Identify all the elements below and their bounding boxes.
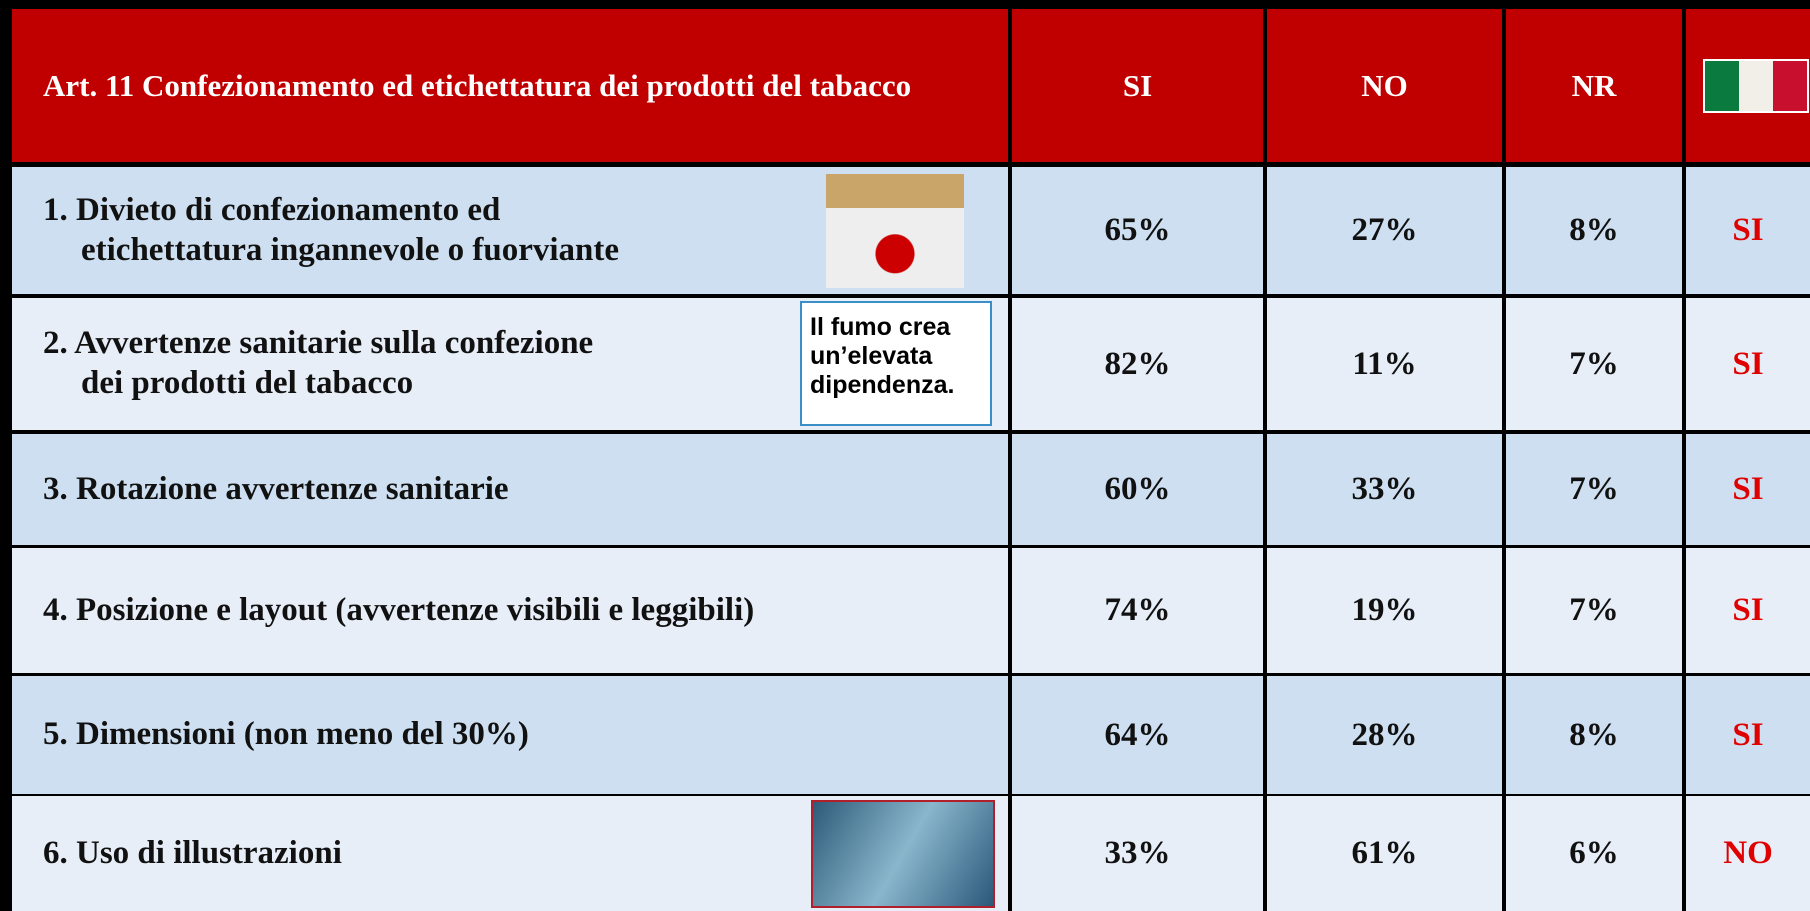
value-cell: 33% [1267, 434, 1502, 545]
row-label: 2. Avvertenze sanitarie sulla confezione [43, 325, 594, 362]
hands-image [811, 800, 995, 908]
column-header-text: SI [1122, 67, 1153, 103]
column-header-text: NO [1361, 67, 1408, 103]
value-cell: 60% [1012, 434, 1263, 545]
flag-cell [1686, 9, 1810, 162]
value-text: 74% [1104, 592, 1171, 628]
value-cell: 74% [1012, 548, 1263, 673]
column-header: NR [1506, 9, 1682, 162]
value-text: 8% [1569, 716, 1619, 753]
warning-text: Il fumo crea [810, 313, 951, 341]
row-label-cell: 5. Dimensioni (non meno del 30%) [12, 676, 1008, 794]
italy-answer: SI [1732, 592, 1764, 628]
italy-cell: NO [1686, 796, 1810, 911]
warning-text: un’elevata [810, 341, 933, 370]
column-header: SI [1012, 9, 1263, 162]
value-cell: 65% [1012, 167, 1263, 294]
italy-answer: NO [1723, 835, 1773, 871]
value-text: 7% [1569, 592, 1619, 628]
italy-cell: SI [1686, 167, 1810, 294]
value-cell: 28% [1267, 676, 1502, 794]
header-title-cell: Art. 11 Confezionamento ed etichettatura… [12, 9, 1008, 162]
column-header: NO [1267, 9, 1502, 162]
value-cell: 27% [1267, 167, 1502, 294]
italy-answer: SI [1732, 471, 1764, 507]
row-label: dei prodotti del tabacco [81, 365, 414, 401]
row-label: 6. Uso di illustrazioni [43, 834, 342, 871]
row-label-cell: 4. Posizione e layout (avvertenze visibi… [12, 548, 1008, 673]
italy-cell: SI [1686, 434, 1810, 545]
value-cell: 61% [1267, 796, 1502, 911]
warning-image: Il fumo crea un’elevata dipendenza. [800, 301, 992, 426]
value-cell: 7% [1506, 548, 1682, 673]
row-label: etichettatura ingannevole o fuorviante [81, 231, 620, 268]
value-text: 19% [1351, 592, 1418, 628]
italy-cell: SI [1686, 548, 1810, 673]
value-text: 82% [1104, 345, 1171, 382]
value-text: 28% [1351, 716, 1418, 753]
italy-answer: SI [1732, 345, 1764, 382]
value-text: 8% [1569, 212, 1619, 248]
value-cell: 7% [1506, 434, 1682, 545]
value-cell: 6% [1506, 796, 1682, 911]
value-cell: 64% [1012, 676, 1263, 794]
value-text: 7% [1569, 345, 1619, 382]
value-text: 60% [1104, 471, 1171, 507]
row-label: 3. Rotazione avvertenze sanitarie [43, 470, 509, 507]
value-text: 65% [1104, 212, 1171, 248]
cigarette-pack-image [826, 174, 964, 288]
value-cell: 82% [1012, 298, 1263, 430]
italy-answer: SI [1732, 212, 1764, 248]
value-text: 33% [1351, 471, 1418, 507]
value-text: 6% [1569, 835, 1619, 871]
header-title: Art. 11 Confezionamento ed etichettatura… [43, 67, 912, 103]
column-header-text: NR [1571, 67, 1617, 103]
value-cell: 8% [1506, 676, 1682, 794]
value-text: 27% [1351, 212, 1418, 248]
italy-cell: SI [1686, 298, 1810, 430]
value-text: 7% [1569, 471, 1619, 507]
value-text: 11% [1352, 345, 1417, 382]
value-cell: 11% [1267, 298, 1502, 430]
value-cell: 19% [1267, 548, 1502, 673]
value-text: 33% [1104, 835, 1171, 871]
value-cell: 7% [1506, 298, 1682, 430]
row-label: 5. Dimensioni (non meno del 30%) [43, 716, 529, 753]
value-text: 64% [1104, 716, 1171, 753]
value-text: 61% [1351, 835, 1418, 871]
value-cell: 33% [1012, 796, 1263, 911]
italy-cell: SI [1686, 676, 1810, 794]
italy-flag [1703, 58, 1809, 113]
italy-answer: SI [1732, 716, 1764, 753]
warning-text: dipendenza. [810, 370, 955, 399]
row-label: 4. Posizione e layout (avvertenze visibi… [43, 591, 755, 628]
value-cell: 8% [1506, 167, 1682, 294]
row-label: 1. Divieto di confezionamento ed [43, 191, 501, 228]
row-label-cell: 3. Rotazione avvertenze sanitarie [12, 434, 1008, 545]
